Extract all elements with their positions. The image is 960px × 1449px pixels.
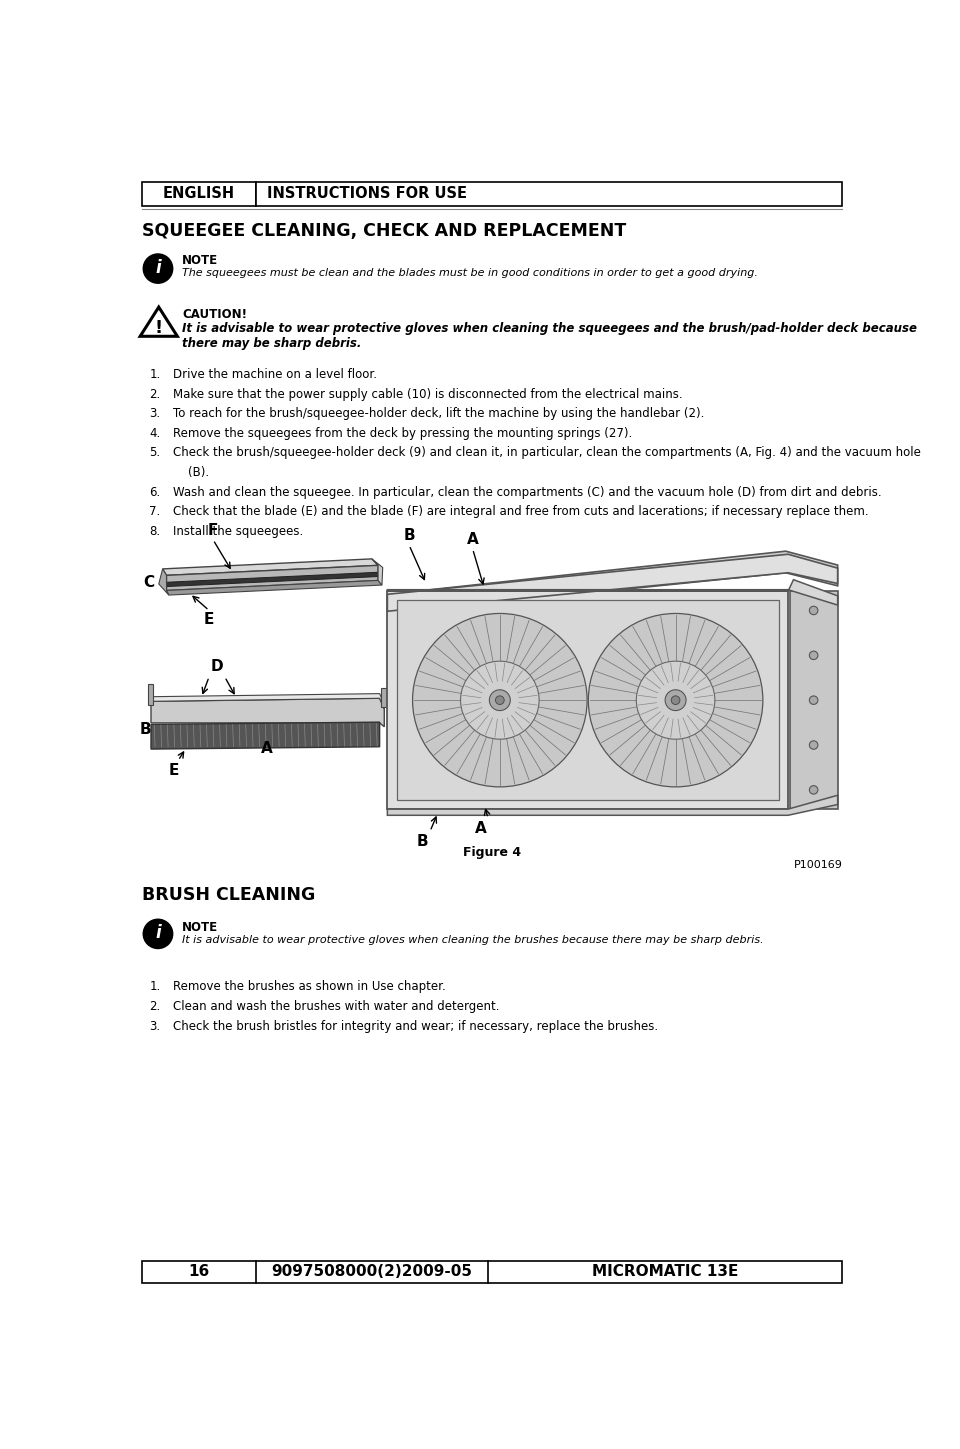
- Circle shape: [588, 613, 763, 787]
- Text: B: B: [417, 833, 428, 849]
- Polygon shape: [388, 555, 838, 611]
- Circle shape: [413, 613, 588, 787]
- Text: P100169: P100169: [793, 859, 842, 869]
- Text: Install the squeegees.: Install the squeegees.: [173, 525, 303, 538]
- Text: i: i: [156, 259, 161, 277]
- Text: CAUTION!: CAUTION!: [182, 307, 247, 320]
- Text: 2.: 2.: [150, 387, 160, 400]
- Polygon shape: [388, 580, 838, 606]
- Text: Wash and clean the squeegee. In particular, clean the compartments (C) and the v: Wash and clean the squeegee. In particul…: [173, 485, 881, 498]
- Text: 2.: 2.: [150, 1000, 160, 1013]
- Text: 7.: 7.: [150, 506, 160, 519]
- Text: 8.: 8.: [150, 525, 160, 538]
- Text: 4.: 4.: [150, 427, 160, 440]
- Text: Remove the squeegees from the deck by pressing the mounting springs (27).: Remove the squeegees from the deck by pr…: [173, 427, 632, 440]
- Bar: [142, 1261, 842, 1282]
- Circle shape: [809, 740, 818, 749]
- Bar: [381, 688, 387, 707]
- Text: C: C: [143, 575, 155, 590]
- Text: E: E: [204, 611, 214, 627]
- Text: It is advisable to wear protective gloves when cleaning the brushes because ther: It is advisable to wear protective glove…: [182, 935, 763, 945]
- Text: 6.: 6.: [150, 485, 160, 498]
- Circle shape: [671, 696, 680, 704]
- Bar: [789, 591, 838, 809]
- Text: To reach for the brush/squeegee-holder deck, lift the machine by using the handl: To reach for the brush/squeegee-holder d…: [173, 407, 704, 420]
- Bar: [255, 181, 842, 206]
- Polygon shape: [372, 559, 383, 585]
- Text: Figure 4: Figure 4: [463, 846, 521, 859]
- Text: 1.: 1.: [150, 368, 160, 381]
- Text: B: B: [139, 722, 151, 738]
- Polygon shape: [166, 572, 378, 587]
- Text: 16: 16: [188, 1265, 209, 1279]
- Polygon shape: [388, 796, 838, 816]
- Polygon shape: [162, 559, 378, 575]
- Circle shape: [809, 785, 818, 794]
- Text: It is advisable to wear protective gloves when cleaning the squeegees and the br: It is advisable to wear protective glove…: [182, 323, 917, 336]
- Text: 3.: 3.: [150, 1020, 160, 1033]
- Polygon shape: [158, 569, 169, 596]
- Text: Check that the blade (E) and the blade (F) are integral and free from cuts and l: Check that the blade (E) and the blade (…: [173, 506, 869, 519]
- Text: Make sure that the power supply cable (10) is disconnected from the electrical m: Make sure that the power supply cable (1…: [173, 387, 683, 400]
- Circle shape: [665, 690, 686, 710]
- Text: A: A: [474, 820, 487, 836]
- Text: Check the brush/squeegee-holder deck (9) and clean it, in particular, clean the : Check the brush/squeegee-holder deck (9)…: [173, 446, 921, 459]
- Text: SQUEEGEE CLEANING, CHECK AND REPLACEMENT: SQUEEGEE CLEANING, CHECK AND REPLACEMENT: [142, 222, 626, 239]
- Polygon shape: [396, 551, 838, 613]
- Text: ENGLISH: ENGLISH: [162, 187, 235, 201]
- Text: Remove the brushes as shown in Use chapter.: Remove the brushes as shown in Use chapt…: [173, 980, 445, 993]
- Circle shape: [636, 661, 715, 739]
- Text: (B).: (B).: [173, 467, 209, 480]
- Circle shape: [143, 919, 173, 949]
- Polygon shape: [151, 694, 384, 709]
- Polygon shape: [166, 581, 382, 596]
- Polygon shape: [151, 698, 384, 727]
- Text: !: !: [155, 319, 163, 336]
- Polygon shape: [151, 722, 379, 749]
- Polygon shape: [166, 565, 378, 590]
- Text: B: B: [403, 529, 415, 543]
- Text: 3.: 3.: [150, 407, 160, 420]
- Circle shape: [809, 651, 818, 659]
- Text: D: D: [210, 659, 223, 674]
- Text: F: F: [207, 523, 218, 538]
- Text: INSTRUCTIONS FOR USE: INSTRUCTIONS FOR USE: [267, 187, 468, 201]
- Text: Drive the machine on a level floor.: Drive the machine on a level floor.: [173, 368, 376, 381]
- Circle shape: [495, 696, 504, 704]
- Text: 5.: 5.: [150, 446, 160, 459]
- Bar: [148, 684, 153, 706]
- Circle shape: [809, 696, 818, 704]
- Text: 9097508000(2)2009-05: 9097508000(2)2009-05: [272, 1265, 472, 1279]
- Text: A: A: [467, 532, 478, 548]
- Text: i: i: [156, 924, 161, 942]
- Text: Clean and wash the brushes with water and detergent.: Clean and wash the brushes with water an…: [173, 1000, 499, 1013]
- Text: Check the brush bristles for integrity and wear; if necessary, replace the brush: Check the brush bristles for integrity a…: [173, 1020, 658, 1033]
- Text: NOTE: NOTE: [182, 920, 218, 933]
- Text: 1.: 1.: [150, 980, 160, 993]
- Bar: [388, 591, 788, 809]
- Circle shape: [461, 661, 540, 739]
- Text: BRUSH CLEANING: BRUSH CLEANING: [142, 887, 315, 904]
- Circle shape: [490, 690, 511, 710]
- Bar: [396, 600, 779, 800]
- Circle shape: [809, 606, 818, 614]
- Polygon shape: [140, 307, 178, 336]
- Text: A: A: [261, 742, 274, 756]
- Text: MICROMATIC 13E: MICROMATIC 13E: [592, 1265, 738, 1279]
- Text: The squeegees must be clean and the blades must be in good conditions in order t: The squeegees must be clean and the blad…: [182, 268, 757, 278]
- Circle shape: [143, 254, 173, 283]
- Text: E: E: [169, 764, 180, 778]
- Text: there may be sharp debris.: there may be sharp debris.: [182, 338, 361, 351]
- Bar: [142, 181, 255, 206]
- Text: NOTE: NOTE: [182, 254, 218, 267]
